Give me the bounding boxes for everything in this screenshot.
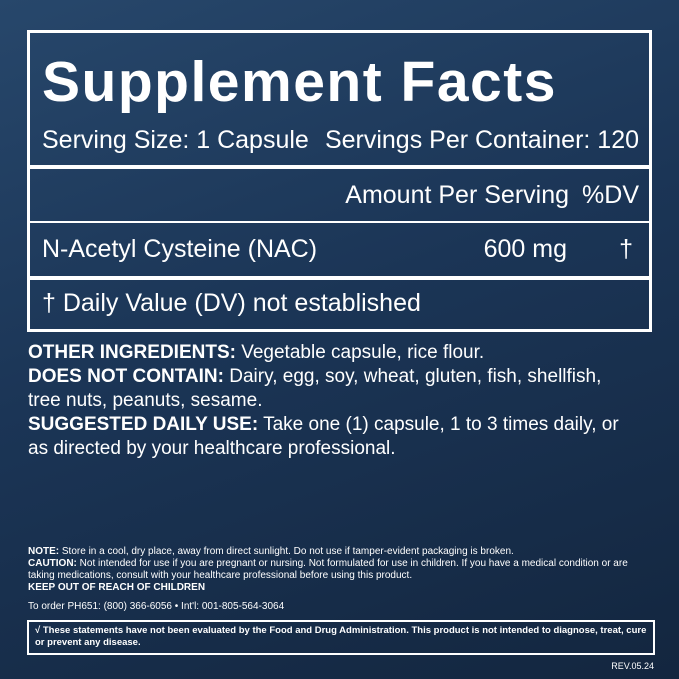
note: NOTE: Store in a cool, dry place, away f… bbox=[28, 546, 648, 558]
amount-header: Amount Per Serving bbox=[345, 181, 569, 209]
ingredient-name: N-Acetyl Cysteine (NAC) bbox=[42, 235, 318, 263]
revision: REV.05.24 bbox=[611, 661, 654, 671]
label: NOTE: bbox=[28, 546, 60, 557]
warning: KEEP OUT OF REACH OF CHILDREN bbox=[28, 582, 648, 594]
disclaimer: √ These statements have not been evaluat… bbox=[27, 620, 655, 655]
text: Take one (1) capsule, 1 to 3 times daily… bbox=[28, 414, 619, 459]
text: Store in a cool, dry place, away from di… bbox=[61, 546, 514, 557]
notes: NOTE: Store in a cool, dry place, away f… bbox=[28, 546, 648, 594]
panel-title: Supplement Facts bbox=[42, 50, 557, 114]
ingredient-amount: 600 mg bbox=[483, 235, 567, 263]
facts-panel: Supplement Facts Serving Size: 1 Capsule… bbox=[27, 30, 652, 332]
order-info: To order PH651: (800) 366-6056 • Int'l: … bbox=[28, 601, 285, 612]
text: KEEP OUT OF REACH OF CHILDREN bbox=[28, 582, 206, 593]
text: Not intended for use if you are pregnant… bbox=[28, 558, 628, 581]
ingredient-line: OTHER INGREDIENTS: Vegetable capsule, ri… bbox=[28, 341, 628, 365]
ingredients: OTHER INGREDIENTS: Vegetable capsule, ri… bbox=[28, 341, 628, 461]
divider bbox=[30, 165, 649, 169]
dv-header: %DV bbox=[582, 181, 639, 209]
label: CAUTION: bbox=[28, 558, 77, 569]
serving-size: Serving Size: 1 Capsule bbox=[42, 126, 309, 154]
text: Dairy, egg, soy, wheat, gluten, fish, sh… bbox=[28, 366, 602, 411]
ingredient-dv: † bbox=[619, 235, 633, 263]
divider bbox=[30, 276, 649, 280]
label: OTHER INGREDIENTS: bbox=[28, 342, 236, 363]
label: SUGGESTED DAILY USE: bbox=[28, 414, 259, 435]
divider bbox=[30, 221, 649, 223]
ingredient-line: DOES NOT CONTAIN: Dairy, egg, soy, wheat… bbox=[28, 365, 628, 413]
note: CAUTION: Not intended for use if you are… bbox=[28, 558, 648, 582]
text: Vegetable capsule, rice flour. bbox=[241, 342, 485, 363]
footnote: † Daily Value (DV) not established bbox=[42, 289, 421, 317]
label: DOES NOT CONTAIN: bbox=[28, 366, 224, 387]
servings-per-container: Servings Per Container: 120 bbox=[324, 126, 639, 154]
ingredient-line: SUGGESTED DAILY USE: Take one (1) capsul… bbox=[28, 413, 628, 461]
